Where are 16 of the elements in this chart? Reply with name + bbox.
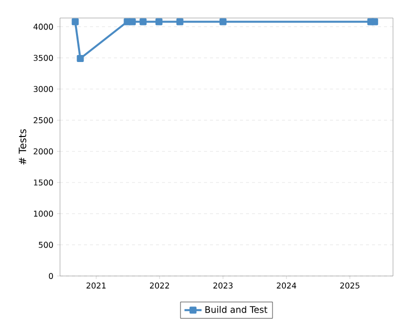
y-tick-label: 500 (38, 242, 53, 248)
y-tick-label: 2000 (34, 148, 53, 154)
y-tick-label: 4000 (34, 24, 53, 30)
y-tick-label: 1500 (34, 179, 53, 186)
x-tick-label: 2024 (276, 282, 296, 289)
y-axis-title: # Tests (18, 129, 26, 164)
x-tick-label: 2021 (86, 282, 106, 289)
legend-label: Build and Test (205, 306, 268, 313)
y-tick-label: 1000 (34, 210, 53, 217)
y-tick-label: 3500 (34, 54, 53, 61)
y-tick-label: 0 (48, 272, 53, 280)
y-tick-label: 3000 (34, 86, 53, 92)
x-tick-label: 2025 (340, 282, 360, 289)
x-tick-label: 2023 (213, 282, 233, 289)
y-tick-label: 2500 (34, 117, 53, 124)
x-tick-label: 2022 (150, 282, 169, 289)
